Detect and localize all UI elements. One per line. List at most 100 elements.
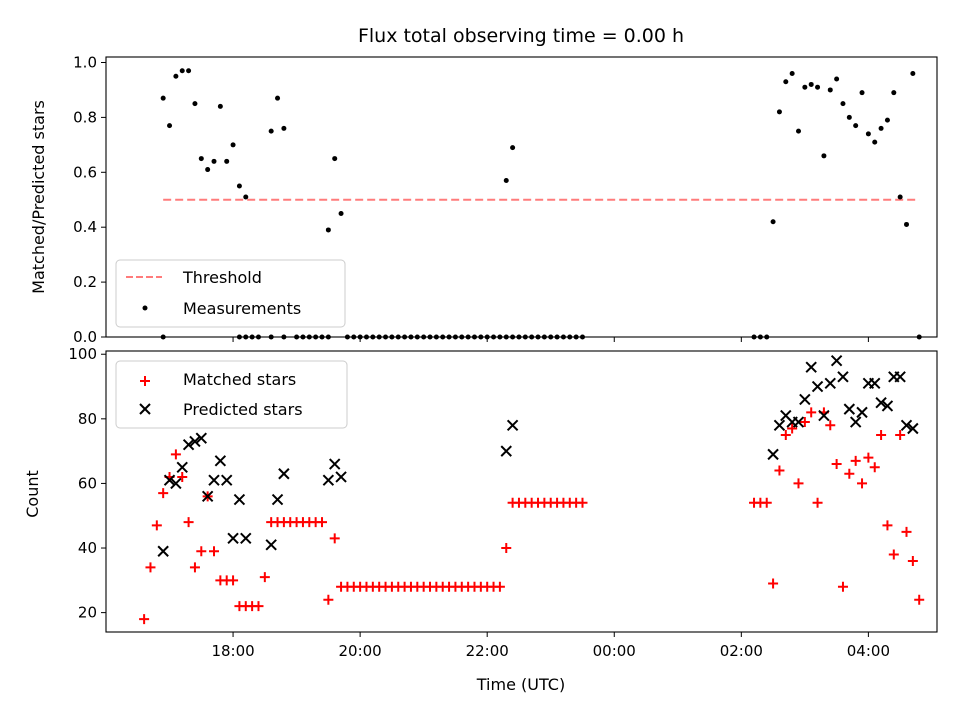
measurement-point — [859, 90, 865, 96]
predicted-star-point — [900, 419, 913, 431]
measurement-point — [192, 101, 198, 107]
measurement-point — [865, 131, 871, 137]
top-x-ticks — [232, 337, 869, 342]
matched-star-point — [768, 578, 779, 589]
matched-star-point — [837, 581, 848, 592]
predicted-star-point — [875, 396, 887, 409]
chart-title: Flux total observing time = 0.00 h — [358, 25, 684, 47]
predicted-star-point — [221, 474, 233, 486]
top-plot-frame — [105, 56, 938, 338]
bottom-y-tick-label: 40 — [78, 539, 97, 557]
predicted-star-point — [265, 539, 277, 551]
predicted-star-point — [799, 393, 811, 406]
measurement-point — [840, 101, 846, 107]
measurement-point — [827, 87, 833, 93]
bottom-x-tick-label: 02:00 — [720, 642, 763, 660]
measurement-point — [179, 68, 185, 74]
legend-predicted-label: Predicted stars — [183, 400, 303, 419]
measurement-point — [770, 219, 776, 225]
predicted-star-point — [869, 377, 881, 390]
predicted-star-point — [157, 545, 169, 557]
top-y-tick-label: 0.2 — [73, 273, 97, 291]
predicted-star-point — [322, 474, 335, 486]
bottom-x-tick-label: 00:00 — [593, 642, 636, 660]
measurement-point — [503, 178, 509, 184]
top-y-tick-label: 0.6 — [73, 163, 97, 181]
matched-star-point — [876, 429, 887, 440]
predicted-star-point — [189, 435, 201, 448]
matched-star-point — [577, 497, 588, 508]
bottom-x-tick-label: 22:00 — [466, 642, 509, 660]
matched-star-point — [787, 423, 798, 434]
predicted-star-point — [335, 471, 347, 483]
matched-star-point — [151, 520, 162, 531]
predicted-star-point — [233, 493, 246, 506]
measurement-point — [904, 221, 910, 227]
bottom-y-axis: 20 40 60 80 100 — [68, 345, 106, 622]
predicted-star-point — [805, 361, 817, 373]
bottom-y-tick-label: 100 — [68, 345, 97, 363]
predicted-star-point — [201, 490, 214, 503]
matched-star-point — [139, 614, 150, 625]
predicted-star-point — [843, 403, 856, 415]
measurement-point — [275, 95, 281, 101]
measurement-point — [160, 95, 166, 101]
measurement-point — [789, 70, 795, 76]
top-y-axis: 0.0 0.2 0.4 0.6 0.8 1.0 — [73, 53, 106, 346]
predicted-star-point — [278, 468, 290, 480]
predicted-star-point — [195, 432, 208, 444]
measurement-point — [821, 153, 827, 159]
measurement-point — [205, 167, 211, 173]
predicted-star-point — [811, 380, 824, 393]
measurement-point — [872, 139, 878, 145]
predicted-star-point — [856, 406, 868, 419]
predicted-star-point — [500, 445, 512, 457]
measurement-point — [198, 156, 204, 162]
legend-predicted-swatch — [139, 403, 151, 415]
measurement-point — [281, 125, 287, 131]
predicted-star-point — [881, 400, 894, 412]
predicted-star-point — [818, 409, 830, 422]
measurement-point — [846, 114, 852, 120]
measurement-point — [897, 194, 903, 200]
measurement-point — [186, 68, 192, 74]
predicted-star-point — [767, 448, 779, 461]
matched-star-point — [780, 429, 791, 440]
measurement-point — [332, 156, 338, 162]
bottom-plot-frame — [105, 350, 938, 633]
matched-star-point — [196, 546, 207, 557]
predicted-star-point — [240, 532, 252, 545]
measurement-point — [230, 142, 236, 148]
predicted-star-point — [506, 419, 519, 431]
measurement-point — [243, 194, 249, 200]
matched-star-point — [494, 581, 505, 592]
measurement-point — [268, 128, 274, 134]
measurement-point — [224, 158, 230, 164]
matched-star-point — [170, 449, 181, 460]
measurement-point — [815, 84, 821, 90]
matched-star-point — [329, 533, 340, 544]
matched-star-point — [209, 546, 220, 557]
predicted-star-point — [163, 474, 176, 486]
matched-star-point — [323, 594, 334, 605]
legend-measurements-label: Measurements — [183, 299, 301, 318]
predicted-star-point — [214, 455, 227, 467]
predicted-star-point — [894, 371, 906, 383]
measurement-point — [884, 117, 890, 123]
matched-star-point — [844, 468, 855, 479]
legend-measurements-swatch — [142, 305, 148, 311]
bottom-y-tick-label: 80 — [78, 410, 97, 428]
predicted-star-point — [329, 458, 341, 470]
measurement-point — [910, 70, 916, 76]
bottom-y-axis-label: Count — [23, 470, 42, 518]
matched-star-point — [189, 562, 200, 573]
top-legend: Threshold Measurements — [115, 259, 346, 328]
matched-star-point — [863, 452, 874, 463]
measurement-point — [834, 76, 840, 82]
matched-star-point — [799, 417, 810, 428]
measurement-point — [783, 79, 789, 85]
matched-star-point — [806, 407, 817, 418]
matched-star-point — [869, 462, 880, 473]
predicted-star-point — [837, 371, 849, 383]
matched-star-point — [501, 543, 512, 554]
